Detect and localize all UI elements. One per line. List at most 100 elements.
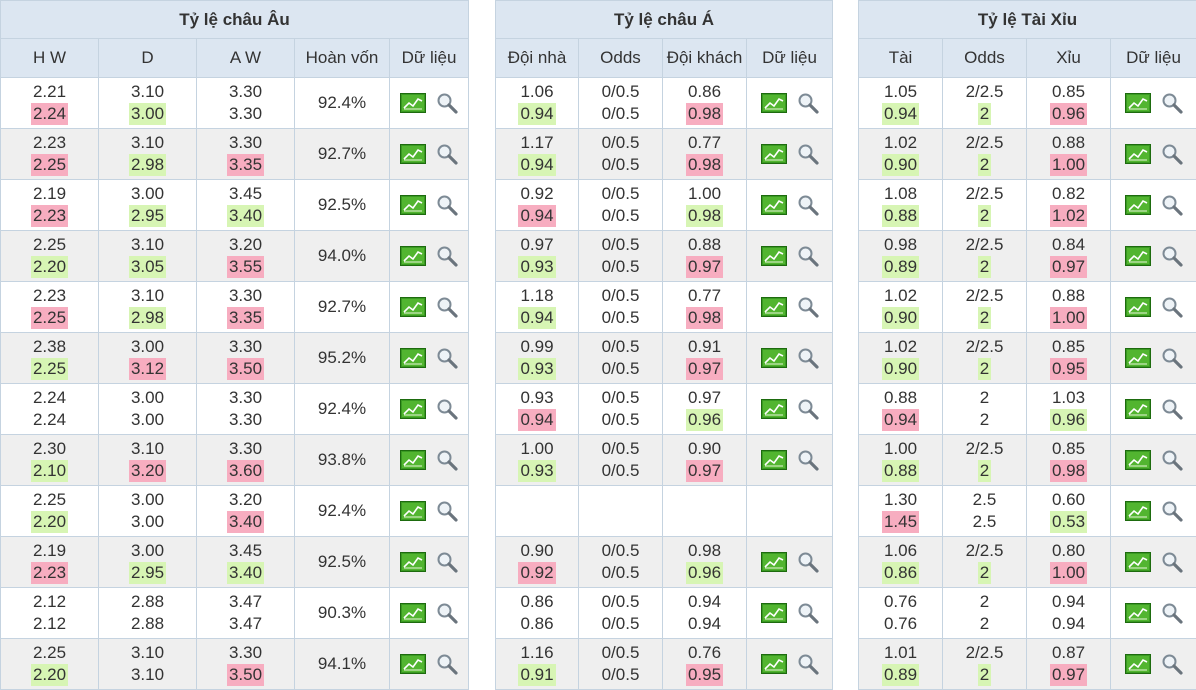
away-team-odds-live: 0.98 — [685, 154, 724, 176]
data-cell — [388, 77, 470, 129]
data-cell — [388, 434, 470, 486]
magnifier-icon[interactable] — [436, 92, 458, 114]
chart-icon[interactable] — [760, 450, 787, 470]
away-team-odds-open: 0.77 — [687, 286, 722, 305]
return-rate: 94.1% — [294, 638, 390, 690]
chart-icon[interactable] — [400, 501, 427, 521]
magnifier-icon[interactable] — [1161, 92, 1183, 114]
chart-icon[interactable] — [760, 552, 787, 572]
away-win-odds-open: 3.30 — [228, 286, 263, 305]
magnifier-icon[interactable] — [436, 449, 458, 471]
magnifier-icon[interactable] — [436, 500, 458, 522]
chart-icon[interactable] — [760, 348, 787, 368]
chart-icon[interactable] — [1124, 603, 1151, 623]
magnifier-icon[interactable] — [436, 245, 458, 267]
magnifier-icon[interactable] — [797, 398, 819, 420]
chart-icon[interactable] — [1124, 297, 1151, 317]
chart-icon[interactable] — [400, 144, 427, 164]
chart-icon[interactable] — [400, 603, 427, 623]
col-return: Hoàn vốn — [294, 38, 390, 78]
away-team-odds-open: 0.90 — [687, 439, 722, 458]
magnifier-icon[interactable] — [1161, 245, 1183, 267]
goal-line-live: 2 — [977, 664, 992, 686]
handicap-open: 0/0.5 — [601, 388, 640, 407]
chart-icon[interactable] — [1124, 654, 1151, 674]
magnifier-icon[interactable] — [436, 398, 458, 420]
chart-icon[interactable] — [760, 144, 787, 164]
chart-icon[interactable] — [760, 93, 787, 113]
magnifier-icon[interactable] — [797, 449, 819, 471]
magnifier-icon[interactable] — [1161, 602, 1183, 624]
magnifier-icon[interactable] — [436, 551, 458, 573]
handicap-open: 0/0.5 — [601, 286, 640, 305]
chart-icon[interactable] — [1124, 501, 1151, 521]
magnifier-icon[interactable] — [797, 347, 819, 369]
magnifier-icon[interactable] — [1161, 398, 1183, 420]
magnifier-icon[interactable] — [1161, 653, 1183, 675]
chart-icon[interactable] — [1124, 195, 1151, 215]
magnifier-icon[interactable] — [1161, 500, 1183, 522]
magnifier-icon[interactable] — [797, 602, 819, 624]
chart-icon[interactable] — [400, 654, 427, 674]
magnifier-icon[interactable] — [436, 602, 458, 624]
chart-icon[interactable] — [400, 297, 427, 317]
magnifier-icon[interactable] — [436, 347, 458, 369]
chart-icon[interactable] — [400, 399, 427, 419]
chart-icon[interactable] — [760, 603, 787, 623]
magnifier-icon[interactable] — [436, 653, 458, 675]
over-odds-open: 1.01 — [883, 643, 918, 662]
home-win-odds: 2.23 2.25 — [0, 128, 99, 180]
home-team-odds-open: 1.06 — [520, 82, 554, 101]
magnifier-icon[interactable] — [797, 194, 819, 216]
draw-odds-live: 2.98 — [128, 154, 167, 176]
draw-odds-open: 3.00 — [130, 541, 165, 560]
magnifier-icon[interactable] — [1161, 194, 1183, 216]
chart-icon[interactable] — [400, 246, 427, 266]
table-row: 1.06 0.94 0/0.5 0/0.5 0.86 0.98 — [495, 77, 834, 129]
over-odds-live: 0.88 — [881, 205, 920, 227]
chart-icon[interactable] — [760, 195, 787, 215]
magnifier-icon[interactable] — [436, 143, 458, 165]
chart-icon[interactable] — [760, 654, 787, 674]
overunder-odds-table: Tỷ lệ Tài Xỉu Tài Odds Xỉu Dữ liệu 1.05 0… — [857, 0, 1196, 690]
away-team-odds-open: 0.76 — [687, 643, 722, 662]
magnifier-icon[interactable] — [797, 551, 819, 573]
chart-icon[interactable] — [1124, 450, 1151, 470]
magnifier-icon[interactable] — [436, 296, 458, 318]
magnifier-icon[interactable] — [797, 92, 819, 114]
chart-icon[interactable] — [1124, 246, 1151, 266]
magnifier-icon[interactable] — [797, 245, 819, 267]
chart-icon[interactable] — [400, 93, 427, 113]
chart-icon[interactable] — [1124, 144, 1151, 164]
home-team-odds-live: 0.94 — [518, 307, 556, 329]
chart-icon[interactable] — [400, 450, 427, 470]
chart-icon[interactable] — [760, 297, 787, 317]
chart-icon[interactable] — [760, 246, 787, 266]
magnifier-icon[interactable] — [1161, 143, 1183, 165]
under-odds-live: 0.96 — [1049, 409, 1088, 431]
home-win-odds: 2.23 2.25 — [0, 281, 99, 333]
col-under: Xỉu — [1026, 38, 1111, 78]
chart-icon[interactable] — [760, 399, 787, 419]
chart-icon[interactable] — [400, 195, 427, 215]
magnifier-icon[interactable] — [1161, 296, 1183, 318]
magnifier-icon[interactable] — [1161, 347, 1183, 369]
magnifier-icon[interactable] — [436, 194, 458, 216]
handicap-live: 0/0.5 — [601, 257, 640, 276]
chart-icon[interactable] — [1124, 399, 1151, 419]
chart-icon[interactable] — [400, 552, 427, 572]
chart-icon[interactable] — [400, 348, 427, 368]
data-cell — [388, 587, 470, 639]
chart-icon[interactable] — [1124, 552, 1151, 572]
chart-icon[interactable] — [1124, 93, 1151, 113]
asia-odds-table: Tỷ lệ châu Á Đội nhà Odds Đội khách Dữ l… — [494, 0, 834, 690]
magnifier-icon[interactable] — [1161, 449, 1183, 471]
magnifier-icon[interactable] — [797, 296, 819, 318]
magnifier-icon[interactable] — [797, 143, 819, 165]
table-row: 1.08 0.88 2/2.5 2 0.82 1.02 — [858, 179, 1196, 231]
home-win-odds: 2.25 2.20 — [0, 485, 99, 537]
chart-icon[interactable] — [1124, 348, 1151, 368]
away-team-odds-open: 0.98 — [687, 541, 722, 560]
magnifier-icon[interactable] — [797, 653, 819, 675]
magnifier-icon[interactable] — [1161, 551, 1183, 573]
